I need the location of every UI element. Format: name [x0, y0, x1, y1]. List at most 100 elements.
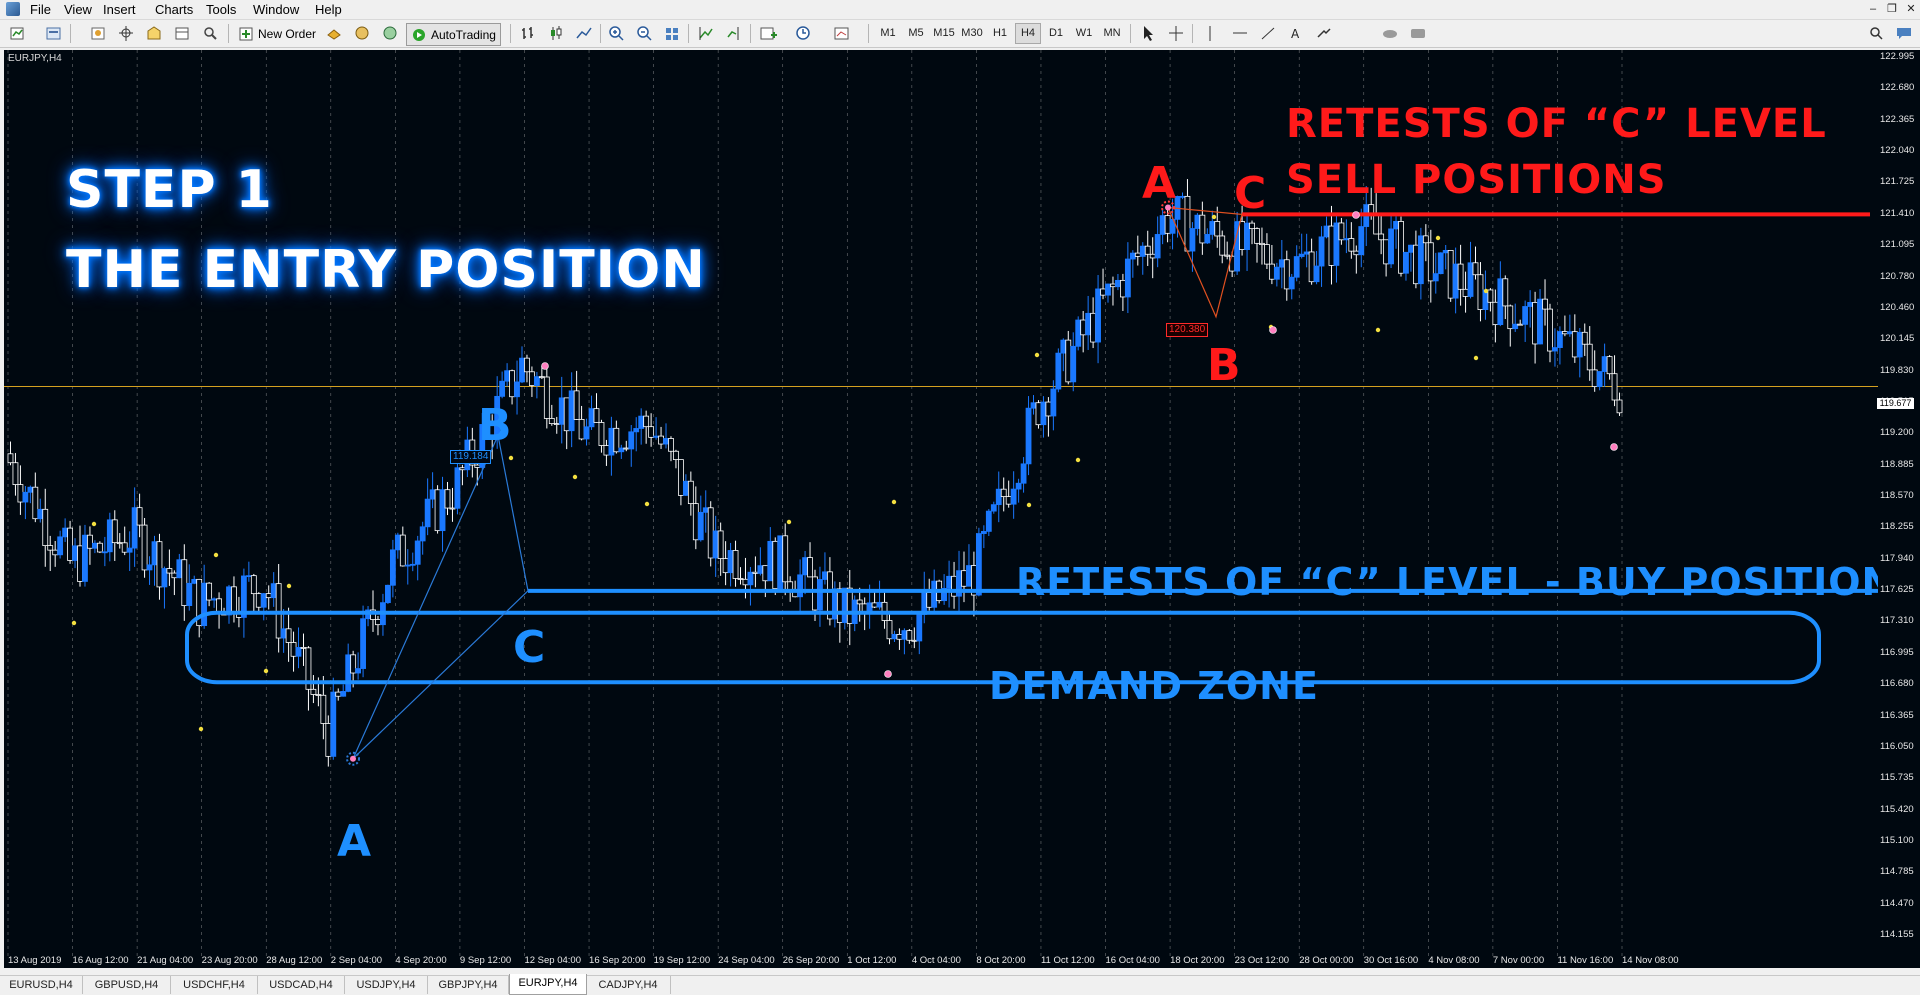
candle-body — [1576, 331, 1583, 358]
candle-body — [757, 565, 764, 574]
timeframe-m30[interactable]: M30 — [961, 27, 983, 39]
candle-body — [697, 511, 704, 541]
rectangle-tool-icon[interactable] — [1408, 23, 1428, 44]
autotrading-button[interactable]: AutoTrading — [406, 23, 501, 46]
time-tick-label: 16 Oct 04:00 — [1105, 955, 1160, 966]
candle-body — [474, 464, 481, 468]
price-scale[interactable] — [1878, 50, 1920, 968]
timeframe-m5[interactable]: M5 — [908, 27, 924, 39]
timeframe-d1[interactable]: D1 — [1048, 27, 1064, 39]
menu-insert[interactable]: Insert — [103, 2, 136, 17]
candle-body — [1358, 226, 1365, 256]
candle-body — [131, 507, 138, 549]
candle-body — [1164, 215, 1171, 234]
minimize-icon[interactable]: – — [1869, 3, 1877, 15]
candle-body — [1383, 239, 1390, 265]
line-chart-icon[interactable] — [574, 23, 594, 44]
timeframe-h4[interactable]: H4 — [1015, 23, 1041, 44]
candle-body — [419, 526, 426, 542]
blue-point-b: B — [478, 400, 513, 451]
navigator-icon[interactable] — [144, 23, 164, 44]
crosshair-icon[interactable] — [1166, 23, 1186, 44]
time-tick-label: 7 Nov 00:00 — [1492, 955, 1545, 966]
trendline-icon[interactable] — [1258, 23, 1278, 44]
candle-body — [926, 592, 933, 608]
zoom-in-icon[interactable] — [606, 23, 626, 44]
close-icon[interactable]: ✕ — [1906, 3, 1916, 15]
tab-eurusd[interactable]: EURUSD,H4 — [0, 976, 83, 994]
candle-body — [62, 527, 69, 538]
swing-dot — [1435, 235, 1441, 241]
swing-dot — [286, 583, 292, 589]
menu-tools[interactable]: Tools — [206, 2, 237, 17]
swing-peak-dot — [1352, 211, 1360, 219]
candlestick-chart-icon[interactable] — [546, 23, 566, 44]
tab-usdchf[interactable]: USDCHF,H4 — [171, 976, 258, 994]
tab-usdjpy[interactable]: USDJPY,H4 — [345, 976, 428, 994]
bar-chart-icon[interactable] — [518, 23, 538, 44]
tab-cadjpy[interactable]: CADJPY,H4 — [586, 976, 671, 994]
text-tool-icon[interactable]: A — [1286, 23, 1306, 44]
strategy-tester-icon[interactable] — [200, 23, 220, 44]
time-tick-label: 8 Oct 20:00 — [976, 955, 1026, 966]
candle-body — [1522, 306, 1529, 325]
tab-eurjpy[interactable]: EURJPY,H4 — [509, 974, 587, 995]
menu-view[interactable]: View — [64, 2, 92, 17]
tab-gbpusd[interactable]: GBPUSD,H4 — [83, 976, 171, 994]
auto-scroll-icon[interactable] — [696, 23, 716, 44]
candle-body — [191, 578, 198, 584]
candle-body — [1298, 253, 1305, 257]
candle-body — [975, 533, 982, 596]
candle-body — [424, 498, 431, 528]
cursor-icon[interactable] — [1138, 23, 1158, 44]
candle-body — [1586, 343, 1593, 371]
gold-icon[interactable] — [324, 23, 344, 44]
new-order-button[interactable]: New Order — [234, 23, 320, 44]
templates-icon[interactable] — [832, 23, 852, 44]
timeframe-mn[interactable]: MN — [1103, 27, 1121, 39]
ellipse-tool-icon[interactable] — [1380, 23, 1400, 44]
zoom-out-icon[interactable] — [634, 23, 654, 44]
metaeditor-icon[interactable] — [352, 23, 372, 44]
periods-icon[interactable] — [794, 23, 814, 44]
tab-usdcad[interactable]: USDCAD,H4 — [258, 976, 345, 994]
candle-body — [1373, 214, 1380, 235]
candle-body — [146, 564, 153, 571]
chart-shift-icon[interactable] — [724, 23, 744, 44]
timeframe-w1[interactable]: W1 — [1075, 27, 1093, 39]
menu-charts[interactable]: Charts — [155, 2, 194, 17]
indicators-icon[interactable] — [758, 23, 778, 44]
terminal-icon[interactable] — [172, 23, 192, 44]
time-tick-label: 1 Oct 12:00 — [847, 955, 897, 966]
chat-icon[interactable] — [1894, 23, 1914, 44]
autotrading-label: AutoTrading — [431, 27, 496, 42]
candle-body — [280, 628, 287, 639]
timeframe-m15[interactable]: M15 — [933, 27, 955, 39]
tile-windows-icon[interactable] — [662, 23, 682, 44]
menu-window[interactable]: Window — [253, 2, 300, 17]
chart-area[interactable]: EURJPY,H4 STEP 1 THE ENTRY POSITION RETE… — [4, 50, 1878, 968]
candle-body — [116, 542, 123, 545]
tab-gbpjpy[interactable]: GBPJPY,H4 — [428, 976, 509, 994]
vertical-line-icon[interactable] — [1200, 23, 1220, 44]
signals-icon[interactable] — [380, 23, 400, 44]
crosshair-tool-icon[interactable] — [116, 23, 136, 44]
profiles-icon[interactable] — [44, 23, 64, 44]
timeframe-m1[interactable]: M1 — [880, 27, 896, 39]
search-icon[interactable] — [1866, 23, 1886, 44]
restore-icon[interactable]: ❐ — [1887, 3, 1897, 15]
candle-body — [1139, 245, 1146, 257]
timeframe-h1[interactable]: H1 — [992, 27, 1008, 39]
candle-body — [653, 435, 659, 438]
new-chart-icon[interactable] — [8, 23, 28, 44]
candle-body — [404, 564, 411, 567]
candle-body — [1060, 339, 1067, 354]
horizontal-line-icon[interactable] — [1230, 23, 1250, 44]
candle-body — [1393, 221, 1399, 230]
candle-body — [1283, 259, 1290, 290]
candle-body — [533, 376, 540, 386]
menu-help[interactable]: Help — [315, 2, 342, 17]
market-watch-icon[interactable] — [88, 23, 108, 44]
arrows-icon[interactable] — [1314, 23, 1334, 44]
menu-file[interactable]: File — [30, 2, 51, 17]
